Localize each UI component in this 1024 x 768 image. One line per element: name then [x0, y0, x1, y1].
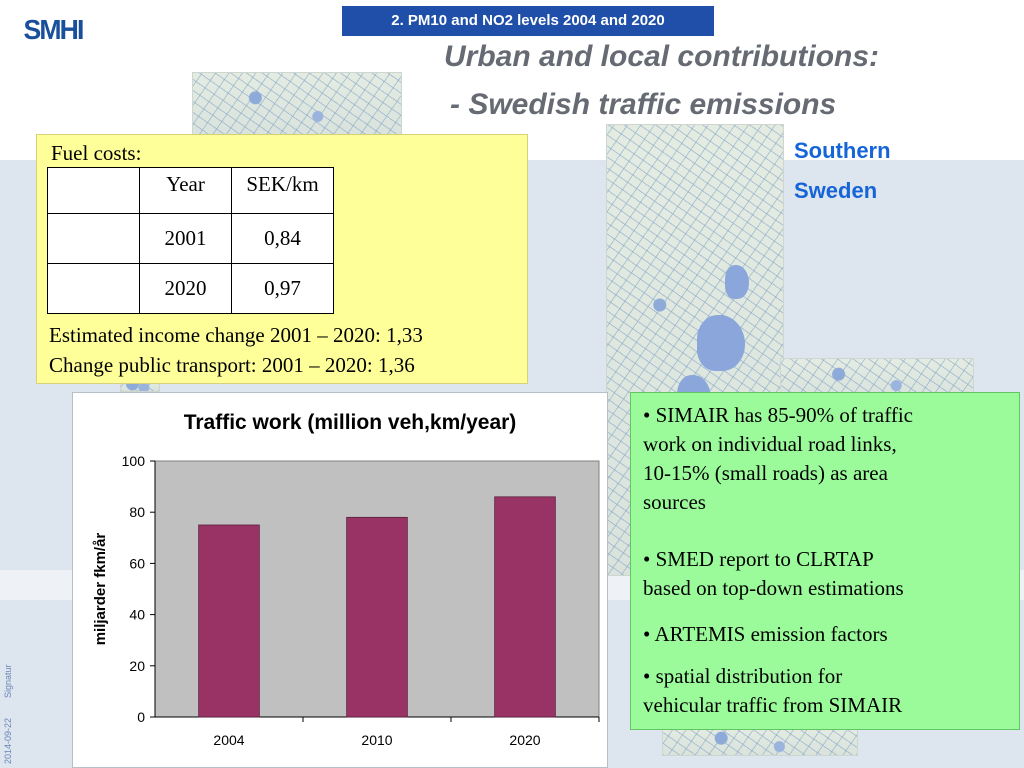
y-tick-label: 40 — [129, 607, 145, 623]
chart-title: Traffic work (million veh,km/year) — [183, 411, 517, 434]
region-label-line2: Sweden — [794, 178, 878, 203]
bar-2004 — [198, 524, 260, 718]
map-fragment-north — [192, 72, 402, 136]
table-header-row: Year SEK/km — [47, 167, 334, 214]
y-axis-label: miljarder fkm/år — [92, 533, 109, 646]
page-title-line2: - Swedish traffic emissions — [450, 88, 837, 121]
traffic-work-chart: Traffic work (million veh,km/year) 0 20 40… — [72, 392, 608, 768]
map-fragment-south — [662, 726, 858, 756]
x-tick-label: 2010 — [361, 732, 392, 748]
bullet-spatial-distribution: • spatial distribution for vehicular tra… — [643, 662, 1019, 720]
bullet-line: • spatial distribution for — [643, 664, 843, 688]
region-label-line1: Southern — [794, 138, 891, 163]
y-tick-label: 20 — [129, 658, 145, 674]
y-tick-label: 100 — [122, 453, 146, 469]
section-badge: 2. PM10 and NO2 levels 2004 and 2020 — [342, 6, 714, 36]
y-tick-label: 0 — [137, 709, 145, 725]
table-header-cell — [47, 167, 140, 214]
bullet-artemis: • ARTEMIS emission factors — [643, 620, 1019, 649]
table-cell: 0,97 — [231, 263, 334, 314]
bullet-line: 10-15% (small roads) as area — [643, 461, 888, 485]
table-row: 2020 0,97 — [47, 263, 334, 314]
footer-date: 2014-09-22 — [3, 717, 13, 764]
bullet-line: work on individual road links, — [643, 432, 897, 456]
y-tick-label: 80 — [129, 504, 145, 520]
x-tick-label: 2020 — [509, 732, 540, 748]
lake-shape — [697, 315, 745, 371]
lake-shape — [725, 265, 749, 299]
table-row: 2001 0,84 — [47, 213, 334, 264]
chart-canvas: 0 20 40 60 80 100 2004 2010 2020 miljarder fkm/år — [92, 453, 600, 748]
x-tick-label: 2004 — [213, 732, 244, 748]
bullet-line: • ARTEMIS emission factors — [643, 622, 888, 646]
y-tick-label: 60 — [129, 555, 145, 571]
bullet-line: • SIMAIR has 85-90% of traffic — [643, 403, 913, 427]
footer-signature: Signatur — [3, 664, 13, 698]
fuel-costs-label: Fuel costs: — [51, 141, 142, 165]
bar-2010 — [346, 516, 408, 718]
table-header-cell: Year — [139, 167, 232, 214]
bullet-smed-report: • SMED report to CLRTAP based on top-dow… — [643, 545, 1019, 603]
notes-box: • SIMAIR has 85-90% of traffic work on i… — [630, 392, 1020, 730]
page-title-line1: Urban and local contributions: — [444, 40, 880, 73]
bullet-line: • SMED report to CLRTAP — [643, 547, 874, 571]
table-header-cell: SEK/km — [231, 167, 334, 214]
smhi-logo: SMHI — [23, 14, 85, 45]
bar-2020 — [494, 496, 556, 718]
table-cell: 2001 — [139, 213, 232, 264]
bullet-line: based on top-down estimations — [643, 576, 904, 600]
map-fragment-east — [780, 358, 974, 398]
table-cell: 0,84 — [231, 213, 334, 264]
public-transport-note: Change public transport: 2001 – 2020: 1,… — [49, 353, 415, 377]
bullet-line: vehicular traffic from SIMAIR — [643, 693, 903, 717]
income-change-note: Estimated income change 2001 – 2020: 1,3… — [49, 323, 423, 347]
table-cell — [47, 263, 140, 314]
bullet-line: sources — [643, 490, 706, 514]
table-cell: 2020 — [139, 263, 232, 314]
fuel-costs-table: Year SEK/km 2001 0,84 2020 0,97 — [47, 167, 334, 314]
bullet-simair-coverage: • SIMAIR has 85-90% of traffic work on i… — [643, 401, 1019, 517]
fuel-costs-box: Fuel costs: Year SEK/km 2001 0,84 2020 0… — [36, 134, 528, 384]
table-cell — [47, 213, 140, 264]
